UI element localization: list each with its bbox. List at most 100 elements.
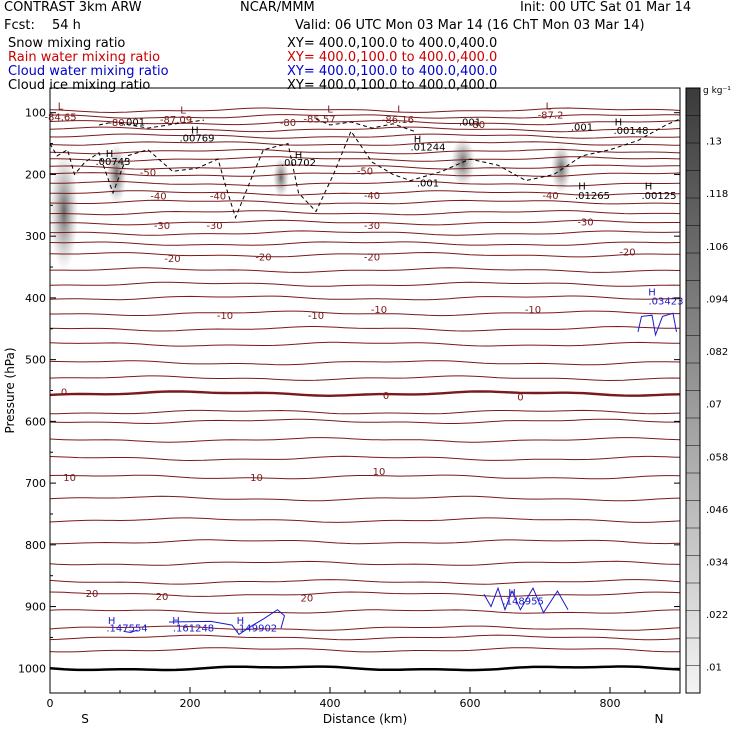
contour-label: -10 xyxy=(525,305,541,316)
isotherm-line xyxy=(50,114,680,119)
x-tick-label: 800 xyxy=(600,697,621,710)
x-tick-label: 0 xyxy=(47,697,54,710)
contour-label: H xyxy=(508,588,516,599)
ice-shading-0 xyxy=(50,151,78,272)
isotherm-line xyxy=(50,665,680,672)
isotherm-line xyxy=(50,609,680,614)
x-tick-label: 600 xyxy=(460,697,481,710)
legend-ice-xy: XY= 400.0,100.0 to 400.0,400.0 xyxy=(287,78,498,93)
y-tick-label: 900 xyxy=(25,601,46,614)
cloud-water-contour xyxy=(168,609,286,636)
contour-label: .00125 xyxy=(642,191,677,202)
contour-label: .00702 xyxy=(281,158,316,169)
isotherm-line xyxy=(50,360,680,366)
y-tick-label: 200 xyxy=(25,168,46,181)
contour-label: 10 xyxy=(373,467,386,478)
contour-label: 0 xyxy=(383,391,389,402)
ice-contour xyxy=(50,118,680,220)
contour-label: -10 xyxy=(371,305,387,316)
isotherm-line xyxy=(50,172,680,177)
x-axis-label: Distance (km) xyxy=(323,712,407,726)
isotherm-line xyxy=(50,190,680,196)
contour-label: -85.57 xyxy=(303,114,335,125)
contour-label: L xyxy=(546,101,552,112)
contour-label: .161248 xyxy=(173,624,214,635)
contour-label: H xyxy=(414,135,422,146)
contour-label: -80 xyxy=(108,118,124,129)
contour-label: -80 xyxy=(469,120,485,131)
cloud-water-contour xyxy=(637,312,677,337)
isotherm-line xyxy=(50,230,680,236)
colorbar-tick-label: .058 xyxy=(706,452,728,463)
y-tick-label: 700 xyxy=(25,477,46,490)
contour-label: 20 xyxy=(86,589,99,600)
valid-time: Valid: 06 UTC Mon 03 Mar 14 (16 ChT Mon … xyxy=(295,18,645,33)
isotherm-line xyxy=(50,560,680,566)
contour-label: H xyxy=(172,616,180,627)
contour-label: -30 xyxy=(206,221,222,232)
contour-label: .147554 xyxy=(106,624,147,635)
isotherm-line xyxy=(50,647,680,653)
contour-label: H xyxy=(645,182,653,193)
contour-label: -50 xyxy=(357,167,373,178)
isotherm-line xyxy=(50,120,680,126)
isotherm-line xyxy=(50,295,680,301)
contour-label: 10 xyxy=(63,473,76,484)
contour-label: .03423 xyxy=(649,296,684,307)
legend-cloud-name: Cloud water mixing ratio xyxy=(8,64,169,79)
ice-shading-1 xyxy=(106,144,127,205)
contour-label: -40 xyxy=(364,191,380,202)
contour-label: -20 xyxy=(255,253,271,264)
x-tick-label: 200 xyxy=(180,697,201,710)
isotherm-line xyxy=(50,164,680,170)
colorbar-units: g kg⁻¹ xyxy=(703,86,731,96)
contour-label: -86.16 xyxy=(382,115,414,126)
legend-rain-xy: XY= 400.0,100.0 to 400.0,400.0 xyxy=(287,50,498,65)
y-tick-label: 400 xyxy=(25,292,46,305)
isotherm-line xyxy=(50,267,680,273)
contour-label: -40 xyxy=(210,191,226,202)
contour-label: 0 xyxy=(61,388,67,399)
isotherm-line xyxy=(50,634,680,641)
contour-label: H xyxy=(648,288,656,299)
colorbar-tick-label: .046 xyxy=(706,505,728,516)
y-tick-label: 800 xyxy=(25,539,46,552)
contour-label: -20 xyxy=(364,253,380,264)
legend-snow-name: Snow mixing ratio xyxy=(8,36,126,51)
cloud-water-contour xyxy=(123,629,138,634)
forecast-label: Fcst: xyxy=(4,18,35,33)
contour-label: -30 xyxy=(154,221,170,232)
contour-label: H xyxy=(106,149,114,160)
isotherm-line xyxy=(50,455,680,462)
contour-label: H xyxy=(578,182,586,193)
contour-label: .01265 xyxy=(575,191,610,202)
model-title: CONTRAST 3km ARW xyxy=(4,0,142,15)
isotherm-line xyxy=(50,341,680,347)
legend-ice-name: Cloud ice mixing ratio xyxy=(8,78,151,93)
isotherm-line xyxy=(50,251,680,258)
contour-label: .001 xyxy=(571,122,593,133)
contour-label: .00743 xyxy=(96,157,131,168)
isotherm-line xyxy=(50,474,680,480)
contour-label: .00769 xyxy=(180,133,215,144)
isotherm-line xyxy=(50,539,680,545)
contour-label: -40 xyxy=(150,191,166,202)
colorbar-tick-label: .022 xyxy=(706,610,728,621)
contour-label: H xyxy=(237,616,245,627)
colorbar-tick-label: .034 xyxy=(706,557,728,568)
x-tick-label: 400 xyxy=(320,697,341,710)
colorbar-tick-label: .13 xyxy=(706,137,722,148)
contour-label: -84.65 xyxy=(44,112,76,123)
contour-label: H xyxy=(108,616,116,627)
contour-label: .148955 xyxy=(503,596,544,607)
isotherm-line xyxy=(50,437,680,443)
isotherm-line xyxy=(50,199,680,205)
contour-label: -87.2 xyxy=(538,111,564,122)
y-tick-label: 500 xyxy=(25,354,46,367)
contour-label: -10 xyxy=(217,311,233,322)
contour-label: .001 xyxy=(123,117,145,128)
colorbar-tick-label: .118 xyxy=(706,189,728,200)
isotherm-line xyxy=(50,281,680,287)
isotherm-line xyxy=(50,156,680,162)
